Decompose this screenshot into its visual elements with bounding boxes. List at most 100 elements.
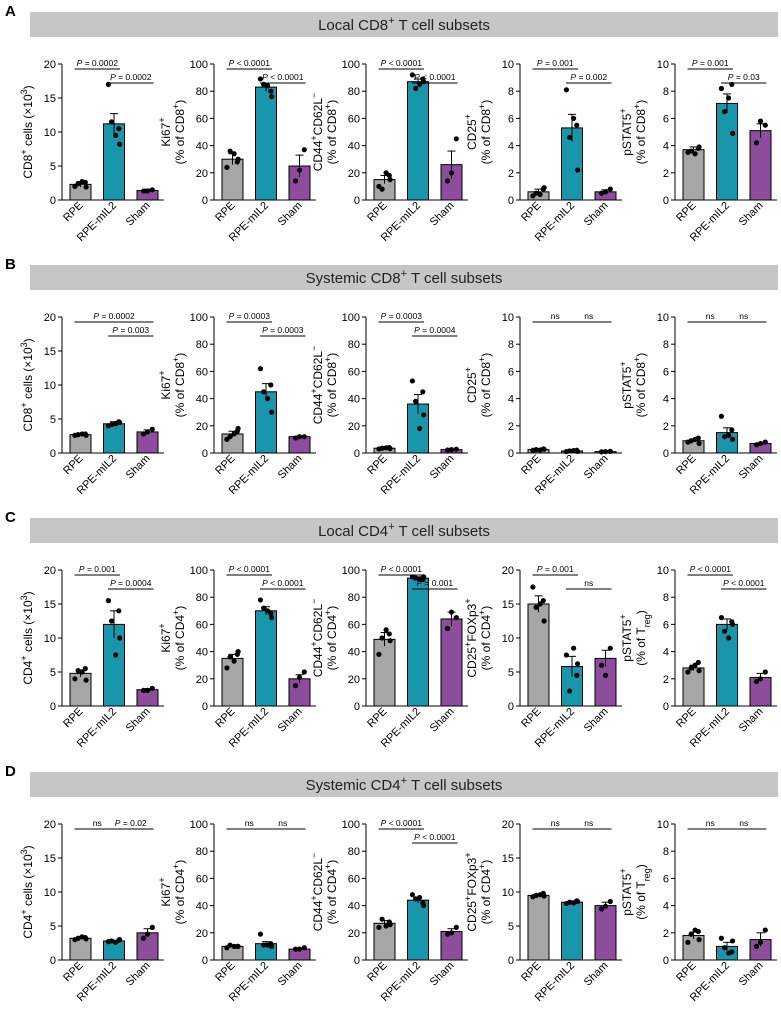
label-part: ) xyxy=(634,610,648,614)
label-sup: + xyxy=(632,357,642,362)
label-sup: + xyxy=(463,642,473,647)
data-point xyxy=(413,575,419,581)
data-point xyxy=(602,672,609,679)
label-part: ) xyxy=(173,860,187,864)
label-part: CD25 xyxy=(465,119,479,150)
y-axis-label: pSTAT5+ xyxy=(618,868,634,916)
data-point xyxy=(571,900,577,906)
y-tick-label: 0 xyxy=(508,701,514,713)
significance-label: P = 0.0004 xyxy=(110,578,152,588)
data-point xyxy=(383,923,389,929)
label-part: cells (×10 xyxy=(21,94,35,149)
data-point xyxy=(726,95,732,101)
y-tick-label: 0 xyxy=(354,955,360,967)
y-tick-label: 60 xyxy=(348,113,360,125)
bar-rpe xyxy=(69,434,92,454)
y-tick-label: 100 xyxy=(342,312,360,324)
p-symbol: P xyxy=(229,58,235,68)
data-point xyxy=(235,156,241,162)
data-point xyxy=(730,436,736,442)
bar-rpe xyxy=(527,894,550,961)
data-point xyxy=(113,652,119,658)
y-tick-label: 15 xyxy=(44,346,56,358)
data-point xyxy=(117,937,123,943)
data-point xyxy=(537,892,543,898)
data-point xyxy=(598,449,605,455)
label-part: (% of CD8 xyxy=(325,109,339,165)
y-axis-label: CD8+ cells (×103) xyxy=(19,85,35,178)
y-axis-label-units: (% of CD8+) xyxy=(323,353,339,418)
label-sup: + xyxy=(463,367,473,372)
label-sup: + xyxy=(19,149,29,154)
data-point xyxy=(571,447,577,454)
label-sup: + xyxy=(171,864,181,869)
x-tick-label: Sham xyxy=(737,200,766,229)
x-tick-label: Sham xyxy=(276,960,305,989)
significance-label: P < 0.0001 xyxy=(262,72,304,82)
significance-label: P = 0.0002 xyxy=(77,58,119,68)
y-tick-label: 0 xyxy=(202,701,208,713)
data-point xyxy=(292,435,299,441)
label-part: FOXp3 xyxy=(465,857,479,895)
y-tick-label: 20 xyxy=(196,168,208,180)
label-part: (% of CD4 xyxy=(325,615,339,671)
data-point xyxy=(257,76,263,82)
label-part: pSTAT5 xyxy=(620,873,634,916)
label-part: CD62L xyxy=(311,351,325,389)
p-symbol: P xyxy=(728,72,734,82)
y-tick-label: 4 xyxy=(663,647,669,659)
y-tick-label: 10 xyxy=(502,633,514,645)
y-tick-label: 20 xyxy=(348,168,360,180)
data-point xyxy=(75,668,81,674)
data-point xyxy=(144,188,151,194)
p-value: = 0.001 xyxy=(85,564,116,574)
data-point xyxy=(224,665,230,671)
p-value: < 0.0001 xyxy=(695,564,731,574)
data-point xyxy=(149,426,155,432)
y-tick-label: 20 xyxy=(348,674,360,686)
x-tick-label: Sham xyxy=(124,960,153,989)
data-point xyxy=(453,136,459,142)
data-point xyxy=(149,924,155,930)
significance-label: P = 0.003 xyxy=(112,325,149,335)
label-part: CD25 xyxy=(465,372,479,403)
y-tick-label: 6 xyxy=(663,366,669,378)
label-part: cells (×10 xyxy=(21,854,35,909)
y-axis-label: CD44+CD62L− xyxy=(309,93,325,172)
label-part: (% of CD8 xyxy=(634,109,648,165)
y-tick-label: 20 xyxy=(44,59,56,71)
y-axis-label: Ki67+ xyxy=(157,117,173,146)
y-tick-label: 5 xyxy=(50,414,56,426)
y-tick-label: 100 xyxy=(342,819,360,831)
label-sup: + xyxy=(19,909,29,914)
panel-letter: A xyxy=(5,3,16,20)
y-tick-label: 80 xyxy=(348,86,360,98)
data-point xyxy=(598,190,605,196)
data-point xyxy=(224,164,230,170)
significance-label: ns xyxy=(551,311,560,321)
y-tick-label: 20 xyxy=(196,421,208,433)
y-tick-label: 6 xyxy=(663,619,669,631)
significance-label: P = 0.03 xyxy=(728,72,760,82)
label-part: Ki67 xyxy=(159,122,173,146)
label-sup: + xyxy=(323,104,333,109)
significance-label: P = 0.0003 xyxy=(262,325,304,335)
data-point xyxy=(602,449,609,455)
p-symbol: P xyxy=(692,58,698,68)
y-tick-label: 8 xyxy=(508,339,514,351)
y-axis-label-units: (% of CD8+) xyxy=(171,100,187,165)
label-part: ) xyxy=(479,860,493,864)
p-symbol: P xyxy=(79,564,85,574)
data-point xyxy=(75,432,81,438)
p-value: < 0.0001 xyxy=(234,58,270,68)
label-part: (% of CD4 xyxy=(325,869,339,925)
data-point xyxy=(533,892,539,899)
data-point xyxy=(692,662,698,668)
data-point xyxy=(537,601,543,607)
y-tick-label: 60 xyxy=(348,619,360,631)
